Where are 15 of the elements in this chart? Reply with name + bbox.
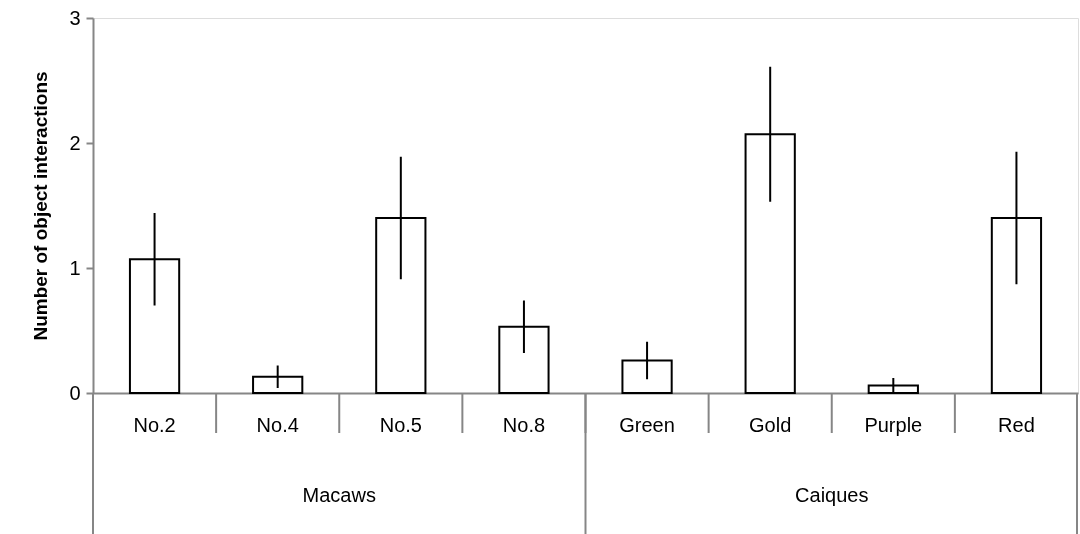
x-tick-label: Purple xyxy=(864,413,923,436)
x-tick-label: No.4 xyxy=(256,413,299,436)
y-tick-label: 1 xyxy=(69,256,81,279)
x-tick-label: No.8 xyxy=(502,413,546,436)
x-tick-label: Green xyxy=(619,413,675,436)
y-tick-label: 2 xyxy=(69,131,81,154)
text: Macaws xyxy=(302,484,376,506)
y-tick-label: 0 xyxy=(69,381,81,404)
x-tick-label: No.2 xyxy=(133,413,176,436)
y-tick-label: 3 xyxy=(69,6,81,29)
y-axis-title: Number of object interactions xyxy=(30,71,52,341)
x-tick-label: No.5 xyxy=(379,413,422,436)
x-tick-label: Gold xyxy=(749,413,792,436)
x-tick-label: Red xyxy=(998,413,1035,436)
text: Caiques xyxy=(795,484,869,506)
